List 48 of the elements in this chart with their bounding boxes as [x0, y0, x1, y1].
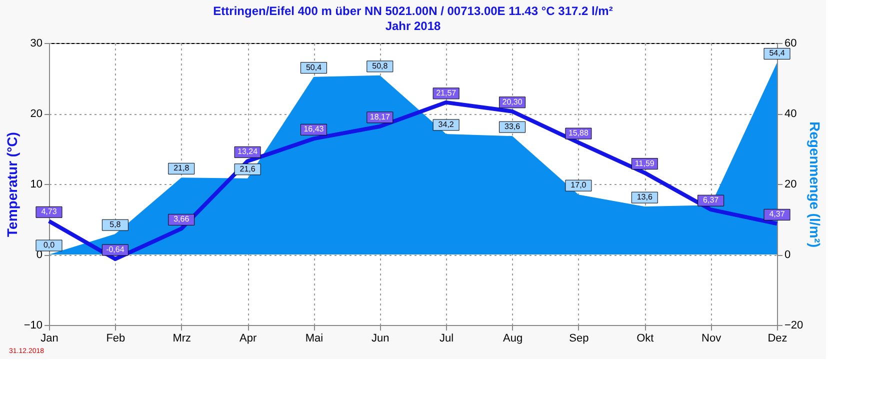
y2-tick-label: −20: [784, 320, 804, 332]
data-label: 11,59: [634, 158, 655, 168]
data-label: 13,6: [636, 192, 653, 202]
data-label: 34,2: [438, 120, 454, 129]
y2-tick-label: 40: [784, 108, 797, 120]
x-tick-label: Mrz: [172, 332, 192, 344]
x-tick-label: Sep: [569, 332, 589, 344]
x-tick-label: Jan: [40, 332, 58, 344]
chart-subtitle: Jahr 2018: [385, 19, 442, 33]
y-tick-label: 30: [30, 38, 42, 50]
data-label: 33,6: [504, 122, 521, 132]
data-label: 13,24: [238, 147, 258, 156]
data-label: 5,8: [110, 220, 122, 230]
y-tick-label: 20: [30, 108, 42, 120]
data-label: 17,0: [570, 180, 587, 190]
x-tick-label: Mai: [305, 332, 324, 344]
y-axis-title: Temperatur (°C): [4, 132, 20, 237]
data-label: 20,30: [502, 97, 523, 106]
data-label: 6,37: [703, 196, 720, 205]
y-tick-label: −10: [24, 320, 42, 332]
data-label: 21,6: [240, 164, 256, 174]
x-tick-label: Apr: [239, 332, 257, 344]
x-tick-label: Okt: [636, 332, 654, 344]
data-label: 50,8: [372, 61, 388, 70]
x-tick-label: Feb: [106, 332, 126, 344]
x-tick-label: Dez: [768, 332, 788, 344]
x-tick-label: Jul: [440, 332, 454, 344]
x-tick-label: Jun: [372, 332, 390, 344]
x-tick-label: Nov: [702, 332, 722, 344]
data-label: 4,37: [769, 210, 786, 219]
data-label: 4,73: [41, 207, 58, 216]
data-label: 54,4: [769, 48, 786, 58]
y2-axis-title: Regenmenge (l/m²): [807, 121, 824, 248]
y2-tick-label: 20: [784, 178, 797, 190]
chart-title: Ettringen/Eifel 400 m über NN 5021.00N / 00713.00E 11.43 °C 317.2 l/m²: [213, 4, 613, 18]
data-label: 15,88: [568, 128, 590, 138]
data-label: 50,4: [306, 62, 322, 72]
data-label: -0,64: [106, 245, 125, 254]
data-label: 0,0: [43, 240, 56, 250]
data-label: 18,17: [370, 112, 390, 122]
data-label: 21,57: [436, 88, 457, 98]
data-label: 16,43: [304, 124, 324, 134]
y-tick-label: 10: [30, 178, 42, 190]
data-label: 3,66: [174, 214, 190, 224]
data-label: 21,8: [174, 164, 190, 173]
y2-tick-label: 60: [784, 38, 797, 50]
x-tick-label: Aug: [502, 332, 523, 344]
y2-tick-label: 0: [784, 249, 791, 261]
